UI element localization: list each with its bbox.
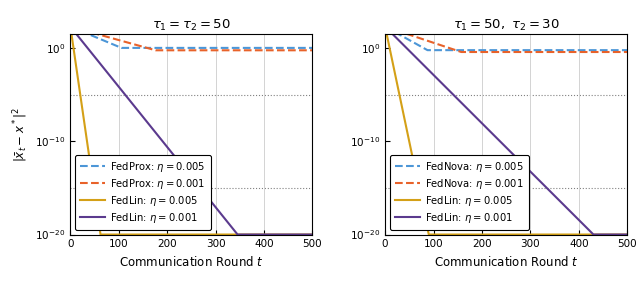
FedLin: $\eta = 0.001$: (325, 1.91e-19): $\eta = 0.001$: (325, 1.91e-19) [224,221,232,224]
FedProx: $\eta = 0.001$: (191, 0.58): $\eta = 0.001$: (191, 0.58) [159,49,167,52]
FedProx: $\eta = 0.005$: (373, 1.05): $\eta = 0.005$: (373, 1.05) [247,46,255,49]
FedLin: $\eta = 0.001$: (500, 1e-20): $\eta = 0.001$: (500, 1e-20) [308,233,316,236]
FedLin: $\eta = 0.001$: (191, 8.95e-11): $\eta = 0.001$: (191, 8.95e-11) [159,140,167,144]
FedLin: $\eta = 0.001$: (300, 8.27e-18): $\eta = 0.001$: (300, 8.27e-18) [212,206,220,209]
FedProx: $\eta = 0.001$: (373, 0.58): $\eta = 0.001$: (373, 0.58) [247,49,255,52]
FedProx: $\eta = 0.001$: (325, 0.58): $\eta = 0.001$: (325, 0.58) [224,49,232,52]
FedLin: $\eta = 0.001$: (300, 5.61e-14): $\eta = 0.001$: (300, 5.61e-14) [527,170,534,173]
FedProx: $\eta = 0.001$: (175, 0.58): $\eta = 0.001$: (175, 0.58) [152,49,159,52]
FedNova: $\eta = 0.001$: (0, 200): $\eta = 0.001$: (0, 200) [381,25,389,28]
FedNova: $\eta = 0.005$: (191, 0.6): $\eta = 0.005$: (191, 0.6) [474,48,481,52]
FedNova: $\eta = 0.005$: (411, 0.6): $\eta = 0.005$: (411, 0.6) [580,48,588,52]
FedNova: $\eta = 0.001$: (191, 0.38): $\eta = 0.001$: (191, 0.38) [474,50,481,54]
FedLin: $\eta = 0.001$: (500, 1e-20): $\eta = 0.001$: (500, 1e-20) [623,233,631,236]
FedProx: $\eta = 0.001$: (300, 0.58): $\eta = 0.001$: (300, 0.58) [212,49,220,52]
FedNova: $\eta = 0.001$: (500, 0.38): $\eta = 0.001$: (500, 0.38) [623,50,631,54]
FedLin: $\eta = 0.001$: (430, 1e-20): $\eta = 0.001$: (430, 1e-20) [589,233,597,236]
FedProx: $\eta = 0.005$: (90.8, 2.13): $\eta = 0.005$: (90.8, 2.13) [111,43,118,47]
FedLin: $\eta = 0.005$: (500, 1e-20): $\eta = 0.005$: (500, 1e-20) [623,233,631,236]
X-axis label: Communication Round $t$: Communication Round $t$ [434,255,579,269]
FedProx: $\eta = 0.005$: (105, 1.05): $\eta = 0.005$: (105, 1.05) [117,46,125,49]
FedLin: $\eta = 0.001$: (0, 200): $\eta = 0.001$: (0, 200) [381,25,389,28]
FedLin: $\eta = 0.001$: (345, 1e-20): $\eta = 0.001$: (345, 1e-20) [234,233,241,236]
FedLin: $\eta = 0.005$: (411, 1e-20): $\eta = 0.005$: (411, 1e-20) [580,233,588,236]
FedProx: $\eta = 0.005$: (300, 1.05): $\eta = 0.005$: (300, 1.05) [212,46,220,49]
Legend: FedNova: $\eta = 0.005$, FedNova: $\eta = 0.001$, FedLin: $\eta = 0.005$, FedLin: FedNova: $\eta = 0.005$, FedNova: $\eta … [390,154,529,230]
Line: FedProx: $\eta = 0.001$: FedProx: $\eta = 0.001$ [70,27,312,50]
FedLin: $\eta = 0.001$: (325, 2.73e-15): $\eta = 0.001$: (325, 2.73e-15) [539,182,547,186]
Legend: FedProx: $\eta = 0.005$, FedProx: $\eta = 0.001$, FedLin: $\eta = 0.005$, FedLin: FedProx: $\eta = 0.005$, FedProx: $\eta … [76,154,211,230]
FedLin: $\eta = 0.005$: (90.9, 1e-20): $\eta = 0.005$: (90.9, 1e-20) [111,233,118,236]
FedLin: $\eta = 0.001$: (191, 2.47e-08): $\eta = 0.001$: (191, 2.47e-08) [474,117,481,121]
FedNova: $\eta = 0.005$: (373, 0.6): $\eta = 0.005$: (373, 0.6) [562,48,570,52]
FedLin: $\eta = 0.005$: (62, 1e-20): $\eta = 0.005$: (62, 1e-20) [97,233,104,236]
FedProx: $\eta = 0.001$: (411, 0.58): $\eta = 0.001$: (411, 0.58) [266,49,273,52]
FedNova: $\eta = 0.001$: (411, 0.38): $\eta = 0.001$: (411, 0.38) [580,50,588,54]
Title: $\tau_1 = 50,\ \tau_2 = 30$: $\tau_1 = 50,\ \tau_2 = 30$ [452,18,559,33]
FedProx: $\eta = 0.005$: (325, 1.05): $\eta = 0.005$: (325, 1.05) [224,46,232,49]
FedLin: $\eta = 0.005$: (300, 1e-20): $\eta = 0.005$: (300, 1e-20) [212,233,220,236]
Line: FedProx: $\eta = 0.005$: FedProx: $\eta = 0.005$ [70,27,312,48]
FedNova: $\eta = 0.001$: (300, 0.38): $\eta = 0.001$: (300, 0.38) [527,50,534,54]
FedLin: $\eta = 0.001$: (373, 8.96e-18): $\eta = 0.001$: (373, 8.96e-18) [562,205,570,209]
Line: FedLin: $\eta = 0.001$: FedLin: $\eta = 0.001$ [385,27,627,235]
FedLin: $\eta = 0.005$: (500, 1e-20): $\eta = 0.005$: (500, 1e-20) [308,233,316,236]
FedLin: $\eta = 0.005$: (90, 1e-20): $\eta = 0.005$: (90, 1e-20) [425,233,433,236]
FedLin: $\eta = 0.005$: (191, 1e-20): $\eta = 0.005$: (191, 1e-20) [474,233,481,236]
FedLin: $\eta = 0.005$: (0, 200): $\eta = 0.005$: (0, 200) [381,25,389,28]
FedLin: $\eta = 0.001$: (411, 9.57e-20): $\eta = 0.001$: (411, 9.57e-20) [580,224,588,227]
FedLin: $\eta = 0.001$: (411, 1e-20): $\eta = 0.001$: (411, 1e-20) [266,233,273,236]
FedNova: $\eta = 0.005$: (90.9, 0.6): $\eta = 0.005$: (90.9, 0.6) [426,48,433,52]
Line: FedLin: $\eta = 0.001$: FedLin: $\eta = 0.001$ [70,27,312,235]
FedNova: $\eta = 0.005$: (300, 0.6): $\eta = 0.005$: (300, 0.6) [527,48,534,52]
FedProx: $\eta = 0.005$: (191, 1.05): $\eta = 0.005$: (191, 1.05) [159,46,167,49]
FedLin: $\eta = 0.005$: (325, 1e-20): $\eta = 0.005$: (325, 1e-20) [224,233,232,236]
FedLin: $\eta = 0.005$: (300, 1e-20): $\eta = 0.005$: (300, 1e-20) [527,233,534,236]
FedLin: $\eta = 0.005$: (325, 1e-20): $\eta = 0.005$: (325, 1e-20) [539,233,547,236]
Line: FedLin: $\eta = 0.005$: FedLin: $\eta = 0.005$ [70,27,312,235]
FedLin: $\eta = 0.005$: (373, 1e-20): $\eta = 0.005$: (373, 1e-20) [247,233,255,236]
FedLin: $\eta = 0.005$: (90.9, 1e-20): $\eta = 0.005$: (90.9, 1e-20) [426,233,433,236]
FedLin: $\eta = 0.001$: (90.8, 0.00389): $\eta = 0.001$: (90.8, 0.00389) [425,69,433,72]
FedLin: $\eta = 0.005$: (0, 200): $\eta = 0.005$: (0, 200) [67,25,74,28]
Y-axis label: $|\bar{x}_t - x^*|^2$: $|\bar{x}_t - x^*|^2$ [12,107,30,162]
FedNova: $\eta = 0.001$: (157, 0.38): $\eta = 0.001$: (157, 0.38) [457,50,465,54]
FedProx: $\eta = 0.005$: (500, 1.05): $\eta = 0.005$: (500, 1.05) [308,46,316,49]
Title: $\tau_1 = \tau_2 = 50$: $\tau_1 = \tau_2 = 50$ [152,18,231,33]
FedProx: $\eta = 0.005$: (0, 200): $\eta = 0.005$: (0, 200) [67,25,74,28]
Line: FedNova: $\eta = 0.005$: FedNova: $\eta = 0.005$ [385,27,627,50]
Line: FedNova: $\eta = 0.001$: FedNova: $\eta = 0.001$ [385,27,627,52]
FedNova: $\eta = 0.005$: (500, 0.6): $\eta = 0.005$: (500, 0.6) [623,48,631,52]
FedProx: $\eta = 0.005$: (411, 1.05): $\eta = 0.005$: (411, 1.05) [266,46,273,49]
FedNova: $\eta = 0.001$: (373, 0.38): $\eta = 0.001$: (373, 0.38) [562,50,570,54]
Line: FedLin: $\eta = 0.005$: FedLin: $\eta = 0.005$ [385,27,627,235]
FedLin: $\eta = 0.001$: (0, 200): $\eta = 0.001$: (0, 200) [67,25,74,28]
FedProx: $\eta = 0.001$: (500, 0.58): $\eta = 0.001$: (500, 0.58) [308,49,316,52]
X-axis label: Communication Round $t$: Communication Round $t$ [119,255,264,269]
FedLin: $\eta = 0.001$: (90.8, 0.000269): $\eta = 0.001$: (90.8, 0.000269) [111,80,118,83]
FedLin: $\eta = 0.005$: (373, 1e-20): $\eta = 0.005$: (373, 1e-20) [562,233,570,236]
FedNova: $\eta = 0.001$: (325, 0.38): $\eta = 0.001$: (325, 0.38) [539,50,547,54]
FedLin: $\eta = 0.001$: (373, 1e-20): $\eta = 0.001$: (373, 1e-20) [247,233,255,236]
FedProx: $\eta = 0.001$: (90.8, 9.67): $\eta = 0.001$: (90.8, 9.67) [111,37,118,41]
FedLin: $\eta = 0.005$: (191, 1e-20): $\eta = 0.005$: (191, 1e-20) [159,233,167,236]
FedNova: $\eta = 0.005$: (87.1, 0.6): $\eta = 0.005$: (87.1, 0.6) [424,48,431,52]
FedNova: $\eta = 0.001$: (90.8, 5.28): $\eta = 0.001$: (90.8, 5.28) [425,40,433,43]
FedLin: $\eta = 0.005$: (411, 1e-20): $\eta = 0.005$: (411, 1e-20) [266,233,273,236]
FedNova: $\eta = 0.005$: (0, 200): $\eta = 0.005$: (0, 200) [381,25,389,28]
FedNova: $\eta = 0.005$: (325, 0.6): $\eta = 0.005$: (325, 0.6) [539,48,547,52]
FedProx: $\eta = 0.001$: (0, 200): $\eta = 0.001$: (0, 200) [67,25,74,28]
